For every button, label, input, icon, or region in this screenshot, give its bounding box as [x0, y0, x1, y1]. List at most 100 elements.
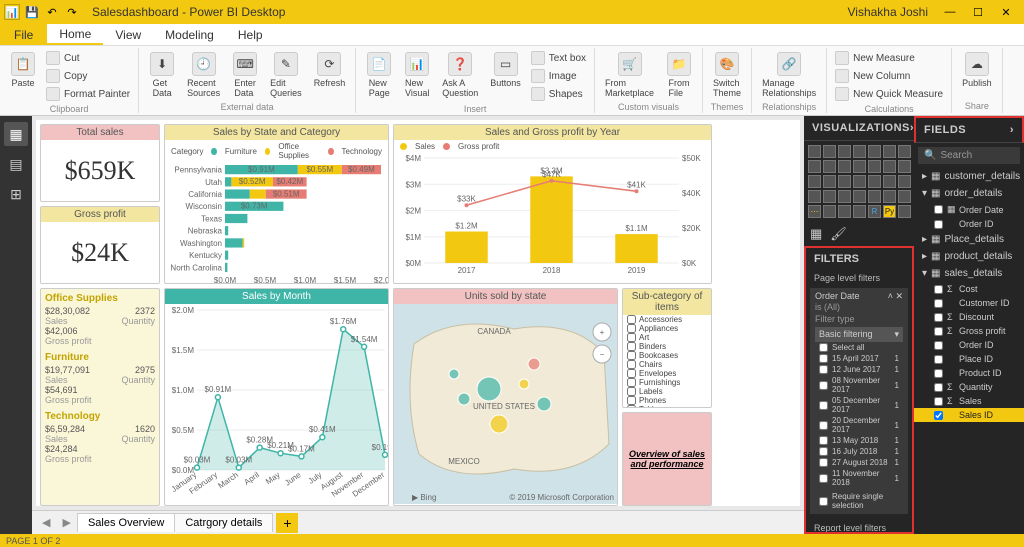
- edit-queries-button[interactable]: ✎Edit Queries: [266, 50, 306, 100]
- viz-type-icon[interactable]: [883, 160, 896, 173]
- fields-header[interactable]: FIELDS›: [914, 116, 1024, 143]
- file-tab[interactable]: File: [0, 24, 47, 45]
- filter-require-single[interactable]: Require single selection: [815, 491, 903, 511]
- kpi-total-sales[interactable]: Total sales $659K: [40, 124, 160, 202]
- redo-qat-icon[interactable]: ↷: [64, 4, 80, 20]
- viz-type-icon[interactable]: [838, 175, 851, 188]
- maximize-button[interactable]: ☐: [964, 2, 992, 22]
- viz-type-icon[interactable]: [853, 190, 866, 203]
- viz-type-icon[interactable]: [823, 160, 836, 173]
- tab-view[interactable]: View: [103, 24, 153, 45]
- field-item[interactable]: Order ID: [914, 217, 1024, 231]
- filter-select-all[interactable]: Select all: [815, 342, 903, 353]
- field-item[interactable]: ΣSales: [914, 394, 1024, 408]
- model-view-icon[interactable]: ⊞: [4, 182, 28, 206]
- slicer-item[interactable]: Labels: [623, 387, 711, 396]
- cut-button[interactable]: Cut: [44, 50, 132, 66]
- viz-type-icon[interactable]: [868, 190, 881, 203]
- chart-sales-by-month[interactable]: Sales by Month $0.0M$0.5M$1.0M$1.5M$2.0M…: [164, 288, 389, 506]
- filter-value-item[interactable]: 15 April 20171: [815, 353, 903, 364]
- field-item[interactable]: ΣCost: [914, 282, 1024, 296]
- slicer-item[interactable]: Tables: [623, 405, 711, 408]
- fields-search[interactable]: 🔍Search: [918, 147, 1020, 164]
- new-page-button[interactable]: 📄New Page: [362, 50, 396, 100]
- recent-sources-button[interactable]: 🕘Recent Sources: [183, 50, 224, 100]
- filter-value-item[interactable]: 12 June 20171: [815, 364, 903, 375]
- field-table[interactable]: ▸▦Place_details: [914, 231, 1024, 248]
- close-button[interactable]: ✕: [992, 2, 1020, 22]
- viz-type-icon[interactable]: [868, 175, 881, 188]
- manage-relationships-button[interactable]: 🔗Manage Relationships: [758, 50, 820, 100]
- get-data-button[interactable]: ⬇Get Data: [145, 50, 179, 100]
- field-item[interactable]: ΣGross profit: [914, 324, 1024, 338]
- from-file-button[interactable]: 📁From File: [662, 50, 696, 100]
- field-item[interactable]: Sales ID: [914, 408, 1024, 422]
- field-item[interactable]: Product ID: [914, 366, 1024, 380]
- slicer-item[interactable]: Appliances: [623, 324, 711, 333]
- viz-type-icon[interactable]: [808, 175, 821, 188]
- field-item[interactable]: Place ID: [914, 352, 1024, 366]
- format-painter-button[interactable]: Format Painter: [44, 86, 132, 102]
- viz-type-icon[interactable]: [853, 160, 866, 173]
- slicer-item[interactable]: Accessories: [623, 315, 711, 324]
- viz-type-icon[interactable]: [823, 205, 836, 218]
- undo-qat-icon[interactable]: ↶: [44, 4, 60, 20]
- chart-sales-by-year[interactable]: Sales and Gross profit by Year Sales Gro…: [393, 124, 712, 284]
- viz-type-icon[interactable]: [868, 145, 881, 158]
- visualizations-header[interactable]: VISUALIZATIONS›: [804, 116, 914, 141]
- viz-type-icon[interactable]: [898, 160, 911, 173]
- viz-type-icon[interactable]: [823, 175, 836, 188]
- slicer-item[interactable]: Phones: [623, 396, 711, 405]
- map-units-sold[interactable]: Units sold by state CANADAUNITED STATESM…: [393, 288, 618, 506]
- viz-type-icon[interactable]: [808, 160, 821, 173]
- tab-modeling[interactable]: Modeling: [153, 24, 226, 45]
- field-item[interactable]: Order ID: [914, 338, 1024, 352]
- tab-scroll-left[interactable]: ◀: [36, 516, 56, 529]
- viz-type-icon[interactable]: [883, 190, 896, 203]
- field-item[interactable]: ▦Order Date: [914, 202, 1024, 217]
- slicer-item[interactable]: Envelopes: [623, 369, 711, 378]
- ask-question-button[interactable]: ❓Ask A Question: [438, 50, 482, 100]
- viz-type-icon[interactable]: [823, 190, 836, 203]
- slicer-item[interactable]: Bookcases: [623, 351, 711, 360]
- viz-type-icon[interactable]: [838, 145, 851, 158]
- copy-button[interactable]: Copy: [44, 68, 132, 84]
- chart-sales-by-state[interactable]: Sales by State and Category Category Fur…: [164, 124, 389, 284]
- tab-scroll-right[interactable]: ▶: [56, 516, 76, 529]
- viz-type-icon[interactable]: [823, 145, 836, 158]
- buttons-button[interactable]: ▭Buttons: [486, 50, 525, 90]
- filter-card-order-date[interactable]: Order Date˄ ✕ is (All) Filter type Basic…: [810, 288, 908, 514]
- viz-type-icon[interactable]: [898, 175, 911, 188]
- viz-type-icon[interactable]: ⋯: [808, 205, 821, 218]
- sheet-tab-category-details[interactable]: Catrgory details: [174, 513, 273, 532]
- viz-type-icon[interactable]: [853, 205, 866, 218]
- filter-value-item[interactable]: 20 December 20171: [815, 415, 903, 435]
- field-item[interactable]: Customer ID: [914, 296, 1024, 310]
- filter-value-item[interactable]: 16 July 20181: [815, 446, 903, 457]
- format-well-icon[interactable]: 🖌: [830, 226, 847, 242]
- refresh-button[interactable]: ⟳Refresh: [310, 50, 350, 90]
- paste-button[interactable]: 📋Paste: [6, 50, 40, 90]
- field-table[interactable]: ▾▦sales_details: [914, 265, 1024, 282]
- viz-type-icon[interactable]: Py: [883, 205, 896, 218]
- filter-value-item[interactable]: 11 November 20181: [815, 468, 903, 488]
- tab-home[interactable]: Home: [47, 24, 103, 45]
- kpi-gross-profit[interactable]: Gross profit $24K: [40, 206, 160, 284]
- viz-type-icon[interactable]: [838, 205, 851, 218]
- textbox-button[interactable]: Text box: [529, 50, 588, 66]
- new-quick-measure-button[interactable]: New Quick Measure: [833, 86, 945, 102]
- slicer-item[interactable]: Chairs: [623, 360, 711, 369]
- slicer-item[interactable]: Binders: [623, 342, 711, 351]
- from-marketplace-button[interactable]: 🛒From Marketplace: [601, 50, 658, 100]
- data-view-icon[interactable]: ▤: [4, 152, 28, 176]
- viz-type-icon[interactable]: [838, 160, 851, 173]
- sheet-tab-sales-overview[interactable]: Sales Overview: [77, 513, 175, 532]
- switch-theme-button[interactable]: 🎨Switch Theme: [709, 50, 745, 100]
- field-table[interactable]: ▸▦product_details: [914, 248, 1024, 265]
- save-qat-icon[interactable]: 💾: [24, 4, 40, 20]
- field-item[interactable]: ΣQuantity: [914, 380, 1024, 394]
- field-item[interactable]: ΣDiscount: [914, 310, 1024, 324]
- report-canvas[interactable]: Total sales $659K Gross profit $24K Sale…: [36, 120, 800, 506]
- new-visual-button[interactable]: 📊New Visual: [400, 50, 434, 100]
- multirow-card[interactable]: Office Supplies $28,30,0822372 SalesQuan…: [40, 288, 160, 506]
